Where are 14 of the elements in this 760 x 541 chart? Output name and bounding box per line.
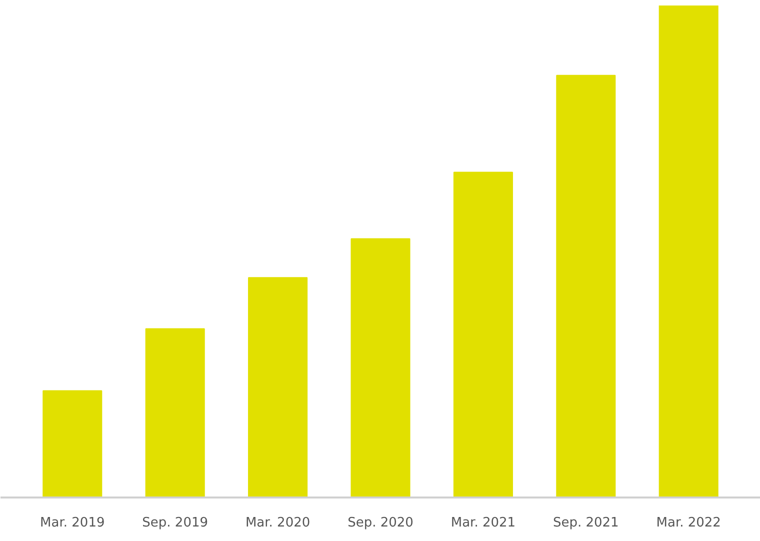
bar <box>350 238 410 498</box>
bar <box>658 6 718 498</box>
bar <box>453 172 513 498</box>
x-tick-label: Sep. 2020 <box>348 516 414 530</box>
bar <box>556 74 616 498</box>
bar <box>42 390 102 498</box>
x-tick-label: Mar. 2021 <box>450 516 516 530</box>
x-tick-label: Sep. 2021 <box>552 516 619 530</box>
x-tick-label: Mar. 2019 <box>40 516 105 530</box>
x-tick-label: Sep. 2019 <box>142 516 208 530</box>
bar <box>145 328 205 498</box>
x-tick-label: Mar. 2020 <box>245 516 310 530</box>
x-tick-label: Mar. 2022 <box>656 516 721 530</box>
bar <box>248 277 308 498</box>
